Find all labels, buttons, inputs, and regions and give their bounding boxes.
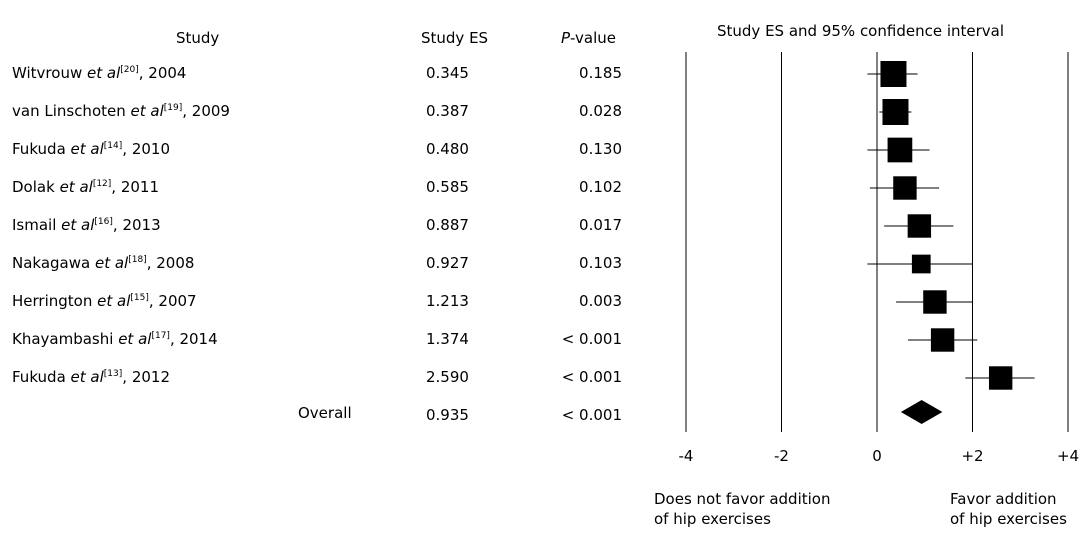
header-study-es: Study ES [421,29,489,47]
study-label: Fukuda et al[13], 2012 [12,368,170,389]
header-study: Study [176,29,220,47]
study-p: < 0.001 [561,330,622,348]
study-author: Fukuda [12,140,66,158]
header-p-suffix: -value [570,29,617,47]
footer-favor: Favor addition of hip exercises [950,489,1067,529]
study-label: Nakagawa et al[18], 2008 [12,254,194,275]
study-year: , 2008 [146,254,195,272]
study-p: 0.017 [579,216,622,234]
study-ref: [19] [163,103,183,113]
study-year: , 2007 [148,292,197,310]
x-tick-label: +4 [1057,447,1079,465]
study-es: 1.374 [426,330,469,348]
study-label: Khayambashi et al[17], 2014 [12,330,218,351]
study-etal: et al [94,254,129,272]
effect-size-square [923,290,947,314]
footer-favor-line1: Favor addition [950,490,1057,508]
study-author: Nakagawa [12,254,91,272]
study-author: Ismail [12,216,57,234]
study-author: van Linschoten [12,102,126,120]
study-ref: [12] [92,179,112,189]
study-ref: [15] [130,293,149,303]
study-year: , 2004 [138,64,187,82]
study-etal: et al [61,216,95,234]
footer-favor-line2: of hip exercises [950,510,1067,528]
study-etal: et al [70,140,104,158]
study-etal: et al [97,292,131,310]
study-year: , 2012 [122,368,170,386]
study-es: 2.590 [426,368,469,386]
study-es: 0.345 [426,64,469,82]
study-label: van Linschoten et al[19], 2009 [12,102,230,123]
effect-size-square [988,366,1013,390]
study-etal: et al [87,64,121,82]
study-ref: [13] [103,369,123,379]
study-author: Witvrouw [12,64,83,82]
study-p: 0.028 [579,102,622,120]
study-ref: [17] [151,331,170,341]
study-etal: et al [130,102,164,120]
header-p-value: P-value [561,29,616,47]
study-es: 1.213 [426,292,469,310]
study-etal: et al [59,178,93,196]
overall-label: Overall [298,404,352,422]
study-year: , 2009 [182,102,230,120]
study-es: 0.480 [426,140,469,158]
x-tick-label: +2 [961,447,983,465]
effect-size-square [893,176,917,200]
study-label: Ismail et al[16], 2013 [12,216,161,237]
overall-es: 0.935 [426,406,469,424]
overall-p: < 0.001 [561,406,622,424]
study-ref: [16] [94,217,113,227]
study-es: 0.387 [426,102,469,120]
study-author: Khayambashi [12,330,114,348]
study-etal: et al [118,330,152,348]
study-p: 0.103 [579,254,622,272]
effect-size-square [880,61,907,87]
study-author: Fukuda [12,368,66,386]
effect-size-square [887,137,913,163]
footer-not-favor: Does not favor addition of hip exercises [654,489,830,529]
study-p: 0.185 [579,64,622,82]
x-tick-label: -4 [679,447,694,465]
study-ref: [14] [103,141,123,151]
study-author: Dolak [12,178,55,196]
study-label: Herrington et al[15], 2007 [12,292,197,313]
x-tick-label: -2 [774,447,789,465]
study-p: 0.102 [579,178,622,196]
study-label: Dolak et al[12], 2011 [12,178,159,199]
effect-size-square [930,328,955,352]
effect-size-square [911,254,931,274]
effect-size-square [907,214,932,238]
x-tick-label: 0 [872,447,882,465]
study-es: 0.585 [426,178,469,196]
study-year: , 2013 [112,216,161,234]
study-year: , 2014 [169,330,218,348]
overall-diamond [900,400,943,424]
plot-title: Study ES and 95% confidence interval [717,22,1005,40]
study-etal: et al [70,368,104,386]
study-label: Witvrouw et al[20], 2004 [12,64,186,85]
study-label: Fukuda et al[14], 2010 [12,140,170,161]
study-author: Herrington [12,292,93,310]
footer-not-favor-line2: of hip exercises [654,510,771,528]
header-p-letter: P [561,29,571,47]
study-es: 0.887 [426,216,469,234]
study-ref: [18] [128,255,147,265]
study-year: , 2011 [111,178,160,196]
study-year: , 2010 [122,140,170,158]
study-ref: [20] [120,65,139,75]
effect-size-square [882,99,909,125]
study-p: 0.130 [579,140,622,158]
study-p: 0.003 [579,292,622,310]
footer-not-favor-line1: Does not favor addition [654,490,831,508]
study-p: < 0.001 [561,368,622,386]
study-es: 0.927 [426,254,469,272]
